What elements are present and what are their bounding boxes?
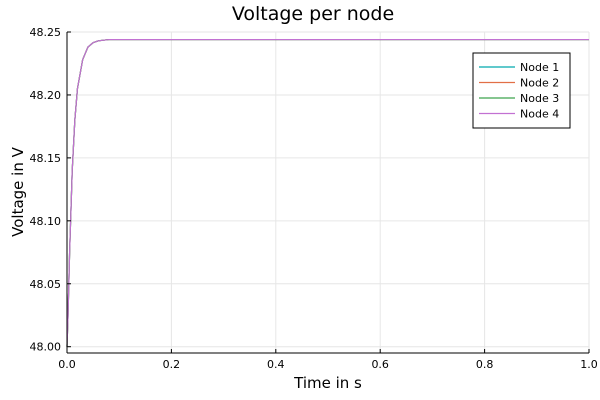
legend-label-node-4: Node 4 (520, 108, 559, 121)
x-tick-label: 1.0 (580, 358, 598, 371)
y-axis-label: Voltage in V (9, 146, 27, 236)
legend-label-node-3: Node 3 (520, 92, 559, 105)
y-tick-label: 48.25 (30, 26, 62, 39)
x-tick-label: 0.0 (58, 358, 76, 371)
y-tick-label: 48.15 (30, 152, 62, 165)
grid (66, 31, 590, 353)
x-axis-label: Time in s (293, 374, 362, 392)
axes (66, 32, 589, 354)
series-line-node-4 (66, 38, 589, 347)
x-tick-label: 0.6 (371, 358, 389, 371)
chart-title: Voltage per node (232, 3, 394, 25)
y-tick-label: 48.10 (30, 215, 62, 228)
x-tick-label: 0.4 (267, 358, 285, 371)
legend-box (472, 52, 571, 129)
y-tick-label: 48.05 (30, 278, 62, 291)
legend: Node 1 Node 2 Node 3 Node 4 (472, 52, 571, 129)
series-lines (66, 38, 589, 347)
y-ticks: 48.00 48.05 48.10 48.15 48.20 48.25 (30, 26, 71, 354)
y-tick-label: 48.00 (30, 341, 62, 354)
y-tick-label: 48.20 (30, 89, 62, 102)
x-tick-label: 0.2 (163, 358, 181, 371)
x-ticks: 0.0 0.2 0.4 0.6 0.8 1.0 (58, 349, 598, 371)
legend-label-node-1: Node 1 (520, 61, 559, 74)
legend-items: Node 1 Node 2 Node 3 Node 4 (479, 61, 559, 121)
x-tick-label: 0.8 (476, 358, 494, 371)
legend-label-node-2: Node 2 (520, 77, 559, 90)
